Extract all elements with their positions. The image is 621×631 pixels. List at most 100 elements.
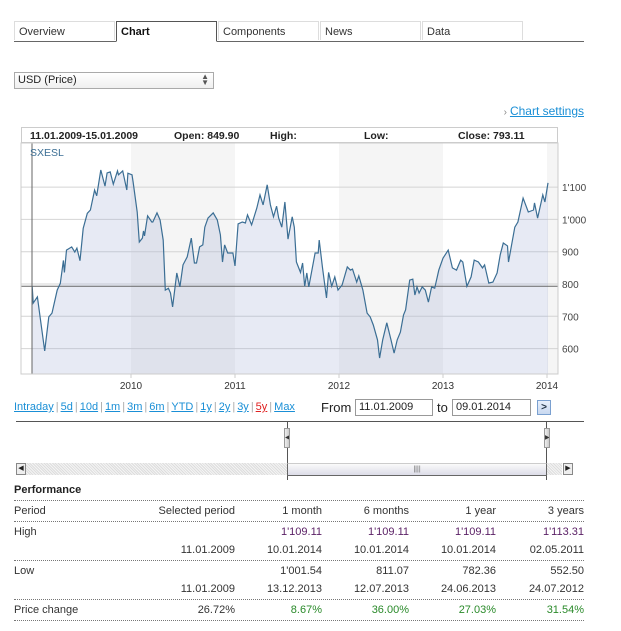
- y-tick-label: 600: [562, 345, 579, 356]
- range-link-6m[interactable]: 6m: [149, 401, 165, 413]
- tab-components[interactable]: Components: [218, 21, 319, 40]
- separator: |: [213, 401, 217, 413]
- price-line: [31, 168, 549, 359]
- tab-overview[interactable]: Overview: [14, 21, 115, 40]
- separator: |: [232, 401, 236, 413]
- range-link-1y[interactable]: 1y: [200, 401, 212, 413]
- high-value: 1'109.11: [280, 526, 322, 538]
- navigator-divider: [16, 421, 584, 422]
- range-link-1m[interactable]: 1m: [104, 401, 121, 413]
- chevron-right-icon: >: [541, 402, 547, 413]
- divider: [14, 521, 584, 522]
- navigator-right-handle[interactable]: ▶: [544, 428, 550, 448]
- range-link-max[interactable]: Max: [274, 401, 295, 413]
- date-range: From: [321, 400, 351, 415]
- price-area: [32, 170, 548, 374]
- divider: [14, 560, 584, 561]
- row-label-price-change: Price change: [14, 604, 79, 616]
- y-tick-label: 1'100: [562, 183, 587, 194]
- navigator-selection[interactable]: [287, 421, 547, 480]
- row-label-low: Low: [14, 565, 35, 577]
- column-header: 3 years: [547, 505, 584, 517]
- chart-header-range: 11.01.2009-15.01.2009: [30, 130, 139, 142]
- separator: |: [122, 401, 126, 413]
- range-link-5d[interactable]: 5d: [60, 401, 73, 413]
- column-header: 1 year: [465, 505, 496, 517]
- separator: |: [144, 401, 148, 413]
- range-link-ytd[interactable]: YTD: [171, 401, 194, 413]
- x-tick-label: 2014: [536, 381, 559, 392]
- tab-data[interactable]: Data: [422, 21, 523, 40]
- range-link-3m[interactable]: 3m: [127, 401, 143, 413]
- separator: |: [74, 401, 78, 413]
- high-date: 10.01.2014: [353, 544, 409, 556]
- header-period: Period: [14, 505, 46, 517]
- low-date: 24.07.2012: [528, 583, 584, 595]
- low-value: 782.36: [462, 565, 496, 577]
- chart-header-low: Low:: [364, 130, 389, 142]
- price-change-value: 31.54%: [546, 604, 584, 616]
- chart-settings-link[interactable]: Chart settings: [509, 104, 584, 118]
- high-date: 11.01.2009: [180, 544, 235, 556]
- tab-chart[interactable]: Chart: [116, 21, 217, 42]
- apply-date-button[interactable]: >: [537, 400, 551, 415]
- high-date: 10.01.2014: [266, 544, 322, 556]
- x-tick-label: 2011: [224, 381, 246, 392]
- high-date: 02.05.2011: [529, 544, 584, 556]
- low-date: 24.06.2013: [440, 583, 496, 595]
- from-label: From: [321, 400, 352, 415]
- range-link-10d[interactable]: 10d: [79, 401, 99, 413]
- price-change-value: 27.03%: [458, 604, 496, 616]
- chevron-right-icon: ›: [503, 107, 507, 118]
- divider: [14, 620, 584, 621]
- price-chart[interactable]: SXESL 600 700 800 900 1'000 1'100 2010 2011 201…: [0, 0, 621, 400]
- low-date: 13.12.2013: [266, 583, 322, 595]
- tab-news[interactable]: News: [320, 21, 421, 40]
- to-date-input[interactable]: 09.01.2014: [452, 399, 531, 416]
- high-value: 1'109.11: [454, 526, 496, 538]
- currency-select[interactable]: USD (Price) ▲ ▼: [14, 72, 214, 89]
- x-tick-label: 2012: [328, 381, 351, 392]
- column-header: 1 month: [282, 505, 322, 517]
- series-label: SXESL: [30, 147, 64, 159]
- row-label-high: High: [14, 526, 37, 538]
- x-tick-label: 2013: [432, 381, 455, 392]
- low-value: 552.50: [550, 565, 584, 577]
- low-value: 1'001.54: [280, 565, 322, 577]
- chart-header-high: High:: [270, 130, 297, 142]
- high-date: 10.01.2014: [440, 544, 496, 556]
- chart-header-close: Close: 793.11: [458, 130, 525, 142]
- scroll-left-icon[interactable]: ◀: [16, 463, 26, 475]
- low-value: 811.07: [376, 565, 409, 577]
- separator: |: [100, 401, 103, 413]
- range-link-5y[interactable]: 5y: [255, 401, 268, 413]
- to-label: to: [437, 400, 448, 415]
- from-date-input[interactable]: 11.01.2009: [355, 399, 433, 416]
- divider: [14, 500, 584, 501]
- column-header: Selected period: [158, 505, 235, 517]
- scroll-right-icon[interactable]: ▶: [563, 463, 573, 475]
- scrollbar-thumb[interactable]: ||||: [287, 463, 547, 476]
- chart-settings-link-wrap: › Chart settings: [504, 104, 584, 118]
- year-band: [547, 143, 558, 374]
- price-change-value: 26.72%: [197, 604, 235, 616]
- separator: |: [195, 401, 199, 413]
- separator: |: [166, 401, 170, 413]
- year-band: [339, 143, 443, 374]
- price-change-value: 36.00%: [371, 604, 409, 616]
- y-tick-label: 1'000: [562, 215, 587, 226]
- currency-select-value: USD (Price): [18, 74, 77, 86]
- year-band: [131, 143, 235, 374]
- x-tick-label: 2010: [120, 381, 143, 392]
- y-tick-label: 700: [562, 312, 579, 323]
- range-link-intraday[interactable]: Intraday: [14, 401, 54, 413]
- high-value: 1'113.31: [542, 526, 584, 538]
- divider: [14, 599, 584, 600]
- y-tick-label: 900: [562, 248, 579, 259]
- price-change-value: 8.67%: [290, 604, 322, 616]
- range-link-3y[interactable]: 3y: [237, 401, 249, 413]
- navigator-left-handle[interactable]: ◀: [284, 428, 290, 448]
- range-link-2y[interactable]: 2y: [218, 401, 231, 413]
- high-value: 1'109.11: [367, 526, 409, 538]
- low-date: 11.01.2009: [180, 583, 235, 595]
